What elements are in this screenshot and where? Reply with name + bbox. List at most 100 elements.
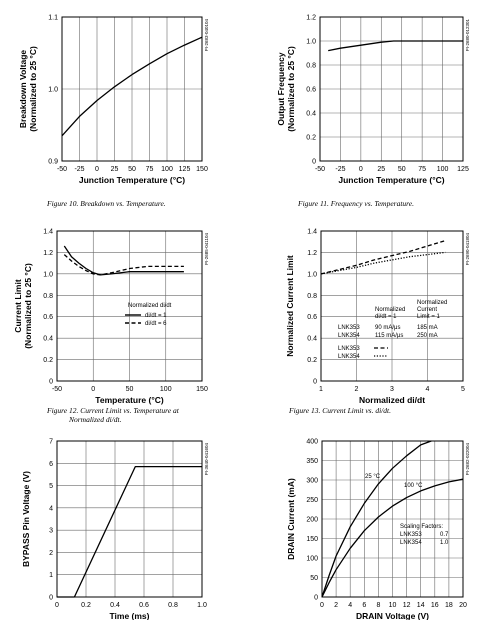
x-tick-label: 2: [355, 386, 359, 393]
fig10-grid: [61, 16, 203, 162]
figure-code: PI-3640-041604: [204, 443, 209, 476]
fig10-chart: -50 -25 0 25 50 75 100 125 150 0.9 1.0 1.1 Junction …: [18, 15, 209, 209]
x-axis-title: Normalized di/dt: [359, 395, 425, 405]
legend-label: di/dt = 6: [145, 321, 167, 327]
x-tick-label: 100: [437, 166, 449, 173]
y-axis-title: Output Frequency: [276, 52, 286, 125]
x-axis-title: Temperature (°C): [95, 395, 164, 405]
y-tick-label: 1.4: [43, 229, 53, 236]
y-tick-label: 0: [312, 159, 316, 166]
x-axis-title: Junction Temperature (°C): [79, 175, 185, 185]
series-line-di-dt-6: [63, 254, 184, 276]
table-header: Normalized: [375, 307, 405, 313]
x-tick-label: 1: [319, 386, 323, 393]
y-tick-label: 100: [306, 556, 318, 563]
figure-code: PI-2683-040104: [204, 19, 209, 52]
y-tick-label: 0.6: [307, 314, 317, 321]
x-tick-label: 150: [196, 386, 208, 393]
figure-caption: Figure 12. Current Limit vs. Temperature…: [46, 406, 180, 415]
x-tick-label: 25: [111, 166, 119, 173]
scaling-value: 1.0: [440, 540, 449, 546]
figure-code: PI-2690-041804: [465, 233, 470, 266]
y-tick-label: 0.2: [306, 135, 316, 142]
y-tick-label: 0: [314, 595, 318, 602]
y-tick-label: 1.2: [306, 15, 316, 22]
scaling-title: Scaling Factors:: [400, 524, 443, 530]
y-tick-label: 1: [49, 572, 53, 579]
x-tick-label: 2: [334, 602, 338, 609]
legend-label: di/dt = 1: [145, 313, 167, 319]
x-tick-label: 20: [459, 602, 467, 609]
y-tick-label: 0.8: [43, 293, 53, 300]
legend-label: LNK354: [338, 354, 360, 360]
y-axis-title: (Normalized to 25 °C): [286, 46, 296, 132]
figure-code: PI-2682-022004: [465, 443, 470, 476]
table-header: Current: [417, 307, 437, 313]
x-tick-label: 100: [161, 166, 173, 173]
figure-caption: Figure 11. Frequency vs. Temperature.: [297, 199, 414, 208]
x-tick-label: 12: [403, 602, 411, 609]
x-axis-title: Time (ms): [110, 611, 150, 620]
y-axis-title: (Normalized to 25 °C): [28, 46, 38, 132]
y-tick-label: 4: [49, 505, 53, 512]
x-tick-label: 125: [179, 166, 191, 173]
y-tick-label: 2: [49, 550, 53, 557]
y-tick-label: 50: [310, 575, 318, 582]
y-tick-label: 0: [49, 379, 53, 386]
y-tick-label: 1.2: [43, 250, 53, 257]
x-tick-label: 18: [445, 602, 453, 609]
x-axis-title: Junction Temperature (°C): [338, 175, 444, 185]
legend-label: LNK353: [338, 346, 360, 352]
series-line-25-c: [321, 440, 432, 598]
y-tick-label: 0.2: [307, 357, 317, 364]
y-tick-label: 400: [306, 439, 318, 446]
table-header: Limit = 1: [417, 314, 441, 320]
x-tick-label: 10: [389, 602, 397, 609]
series-line-lnk353: [320, 239, 446, 275]
fig14-grid: [56, 440, 203, 598]
fig10-plot-frame: [61, 16, 203, 162]
scaling-label: LNK354: [400, 540, 422, 546]
x-tick-label: 0.8: [168, 602, 178, 609]
y-tick-label: 350: [306, 458, 318, 465]
y-tick-label: 0.4: [307, 336, 317, 343]
table-header: di/dt = 1: [375, 314, 397, 320]
legend-title: Normalized di/dt: [128, 303, 172, 309]
y-tick-label: 1.0: [306, 39, 316, 46]
figure-code: PI-2685-041104: [204, 233, 209, 265]
x-tick-label: 6: [362, 602, 366, 609]
y-axis-title: Current Limit: [13, 279, 23, 333]
y-tick-label: 6: [49, 461, 53, 468]
x-tick-label: 0: [91, 386, 95, 393]
y-tick-label: 0: [313, 379, 317, 386]
fig15-grid: [321, 440, 464, 598]
x-tick-label: 4: [426, 386, 430, 393]
table-cell: 90 mA/μs: [375, 325, 400, 331]
fig15-chart: 0 2 4 6 8 10 12 14 16 18 2005010015020025030035040…: [286, 439, 470, 620]
y-tick-label: 0.6: [306, 87, 316, 94]
figure-caption: Normalized di/dt.: [68, 415, 122, 424]
y-axis-title: Normalized Current Limit: [285, 255, 295, 357]
table-cell: 250 mA: [417, 333, 438, 339]
y-tick-label: 300: [306, 478, 318, 485]
table-header: Normalized: [417, 300, 447, 306]
y-axis-title: Breakdown Voltage: [18, 50, 28, 129]
x-tick-label: -25: [335, 166, 345, 173]
y-tick-label: 0.4: [306, 111, 316, 118]
y-axis-title: DRAIN Current (mA): [286, 478, 296, 560]
y-tick-label: 1.1: [48, 15, 58, 22]
y-tick-label: 3: [49, 528, 53, 535]
series-line-curve-0: [328, 40, 463, 52]
curve-label: 100 °C: [404, 483, 423, 489]
x-tick-label: 0: [95, 166, 99, 173]
x-tick-label: 4: [348, 602, 352, 609]
y-tick-label: 1.0: [307, 271, 317, 278]
curve-label: 25 °C: [365, 474, 381, 480]
scaling-label: LNK353: [400, 532, 422, 538]
fig12-plot-frame: [56, 230, 203, 382]
series-line-curve-0: [57, 465, 202, 598]
y-tick-label: 0.8: [306, 63, 316, 70]
fig13-chart: 1 2 3 4 5 0 0.2 0.4 0.6 0.8 1.0 1.2 1.4 Normalized di…: [285, 229, 470, 416]
x-tick-label: 0.2: [81, 602, 91, 609]
